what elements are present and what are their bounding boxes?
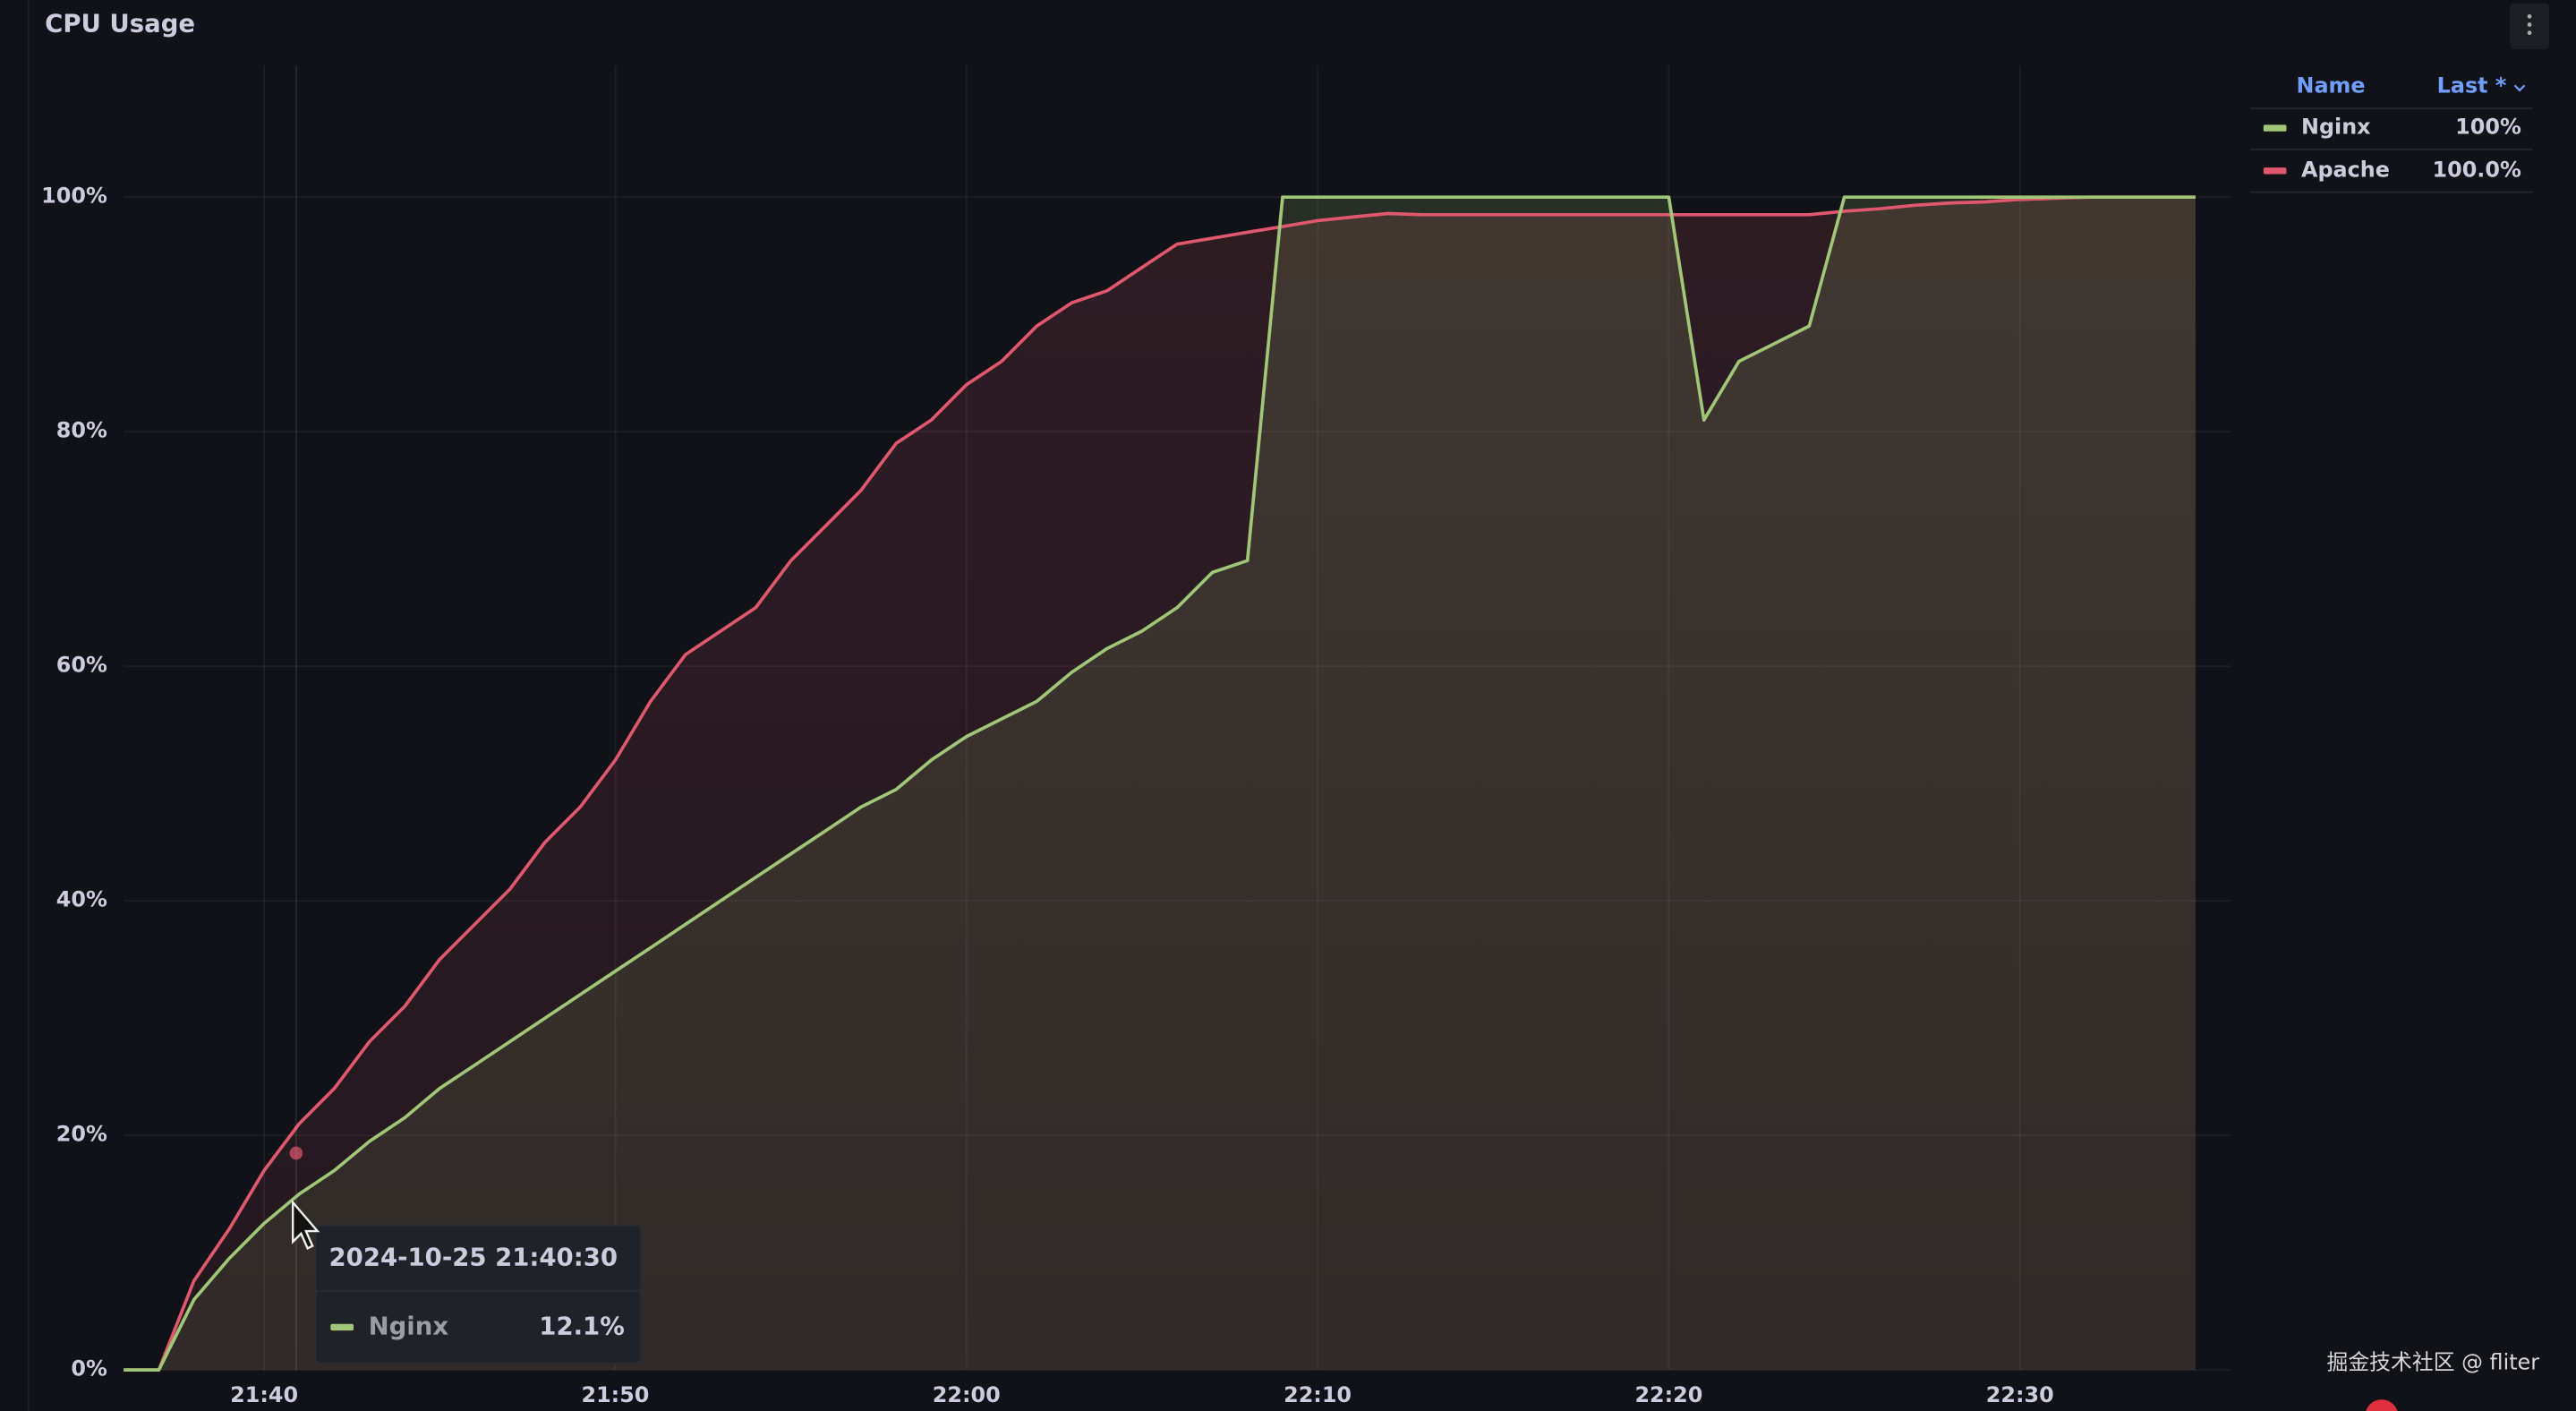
- y-tick-label: 0%: [71, 1356, 107, 1381]
- y-tick-label: 80%: [56, 418, 107, 443]
- hover-point: [289, 1146, 303, 1160]
- sort-icon: [2513, 84, 2526, 92]
- x-tick-label: 21:40: [230, 1382, 298, 1407]
- menu-dot: [2527, 30, 2532, 36]
- tooltip-value: 12.1%: [539, 1312, 624, 1340]
- legend-header[interactable]: Name: [2296, 73, 2365, 98]
- x-tick-label: 22:00: [933, 1382, 1001, 1407]
- series-area: [124, 197, 2196, 1371]
- x-tick-label: 22:30: [1986, 1382, 2054, 1407]
- panel-menu[interactable]: [2510, 3, 2550, 50]
- x-tick-label: 22:20: [1634, 1382, 1702, 1407]
- legend-swatch: [2263, 124, 2287, 132]
- legend-swatch: [2263, 167, 2287, 175]
- legend-header[interactable]: Last *: [2437, 73, 2507, 98]
- legend-label: Nginx: [2301, 115, 2371, 140]
- y-tick-label: 20%: [56, 1122, 107, 1147]
- legend-label: Apache: [2301, 157, 2390, 182]
- corner-badge: [2366, 1399, 2398, 1411]
- x-tick-label: 21:50: [581, 1382, 649, 1407]
- y-tick-label: 100%: [41, 184, 107, 209]
- series-line: [124, 195, 2196, 1372]
- cursor: [291, 1199, 320, 1250]
- panel-title: CPU Usage: [45, 10, 195, 38]
- tooltip-series: Nginx: [369, 1312, 449, 1340]
- tooltip-swatch: [330, 1323, 354, 1331]
- y-tick-label: 60%: [56, 653, 107, 678]
- x-tick-label: 22:10: [1284, 1382, 1352, 1407]
- watermark: 掘金技术社区 @ fliter: [2327, 1349, 2540, 1374]
- plot: [124, 195, 2196, 1372]
- legend-value: 100.0%: [2433, 157, 2521, 182]
- tooltip: [314, 1224, 643, 1364]
- legend: Name Last * Nginx 100% Apache 100.0%: [2250, 73, 2533, 193]
- menu-dot: [2527, 13, 2532, 19]
- tooltip-time: 2024-10-25 21:40:30: [329, 1243, 618, 1271]
- menu-dot: [2527, 22, 2532, 27]
- series-line: [124, 195, 2196, 1372]
- hover: 2024-10-25 21:40:30 Nginx 12.1%: [289, 65, 643, 1371]
- legend-value: 100%: [2455, 115, 2521, 140]
- y-tick-label: 40%: [56, 887, 107, 912]
